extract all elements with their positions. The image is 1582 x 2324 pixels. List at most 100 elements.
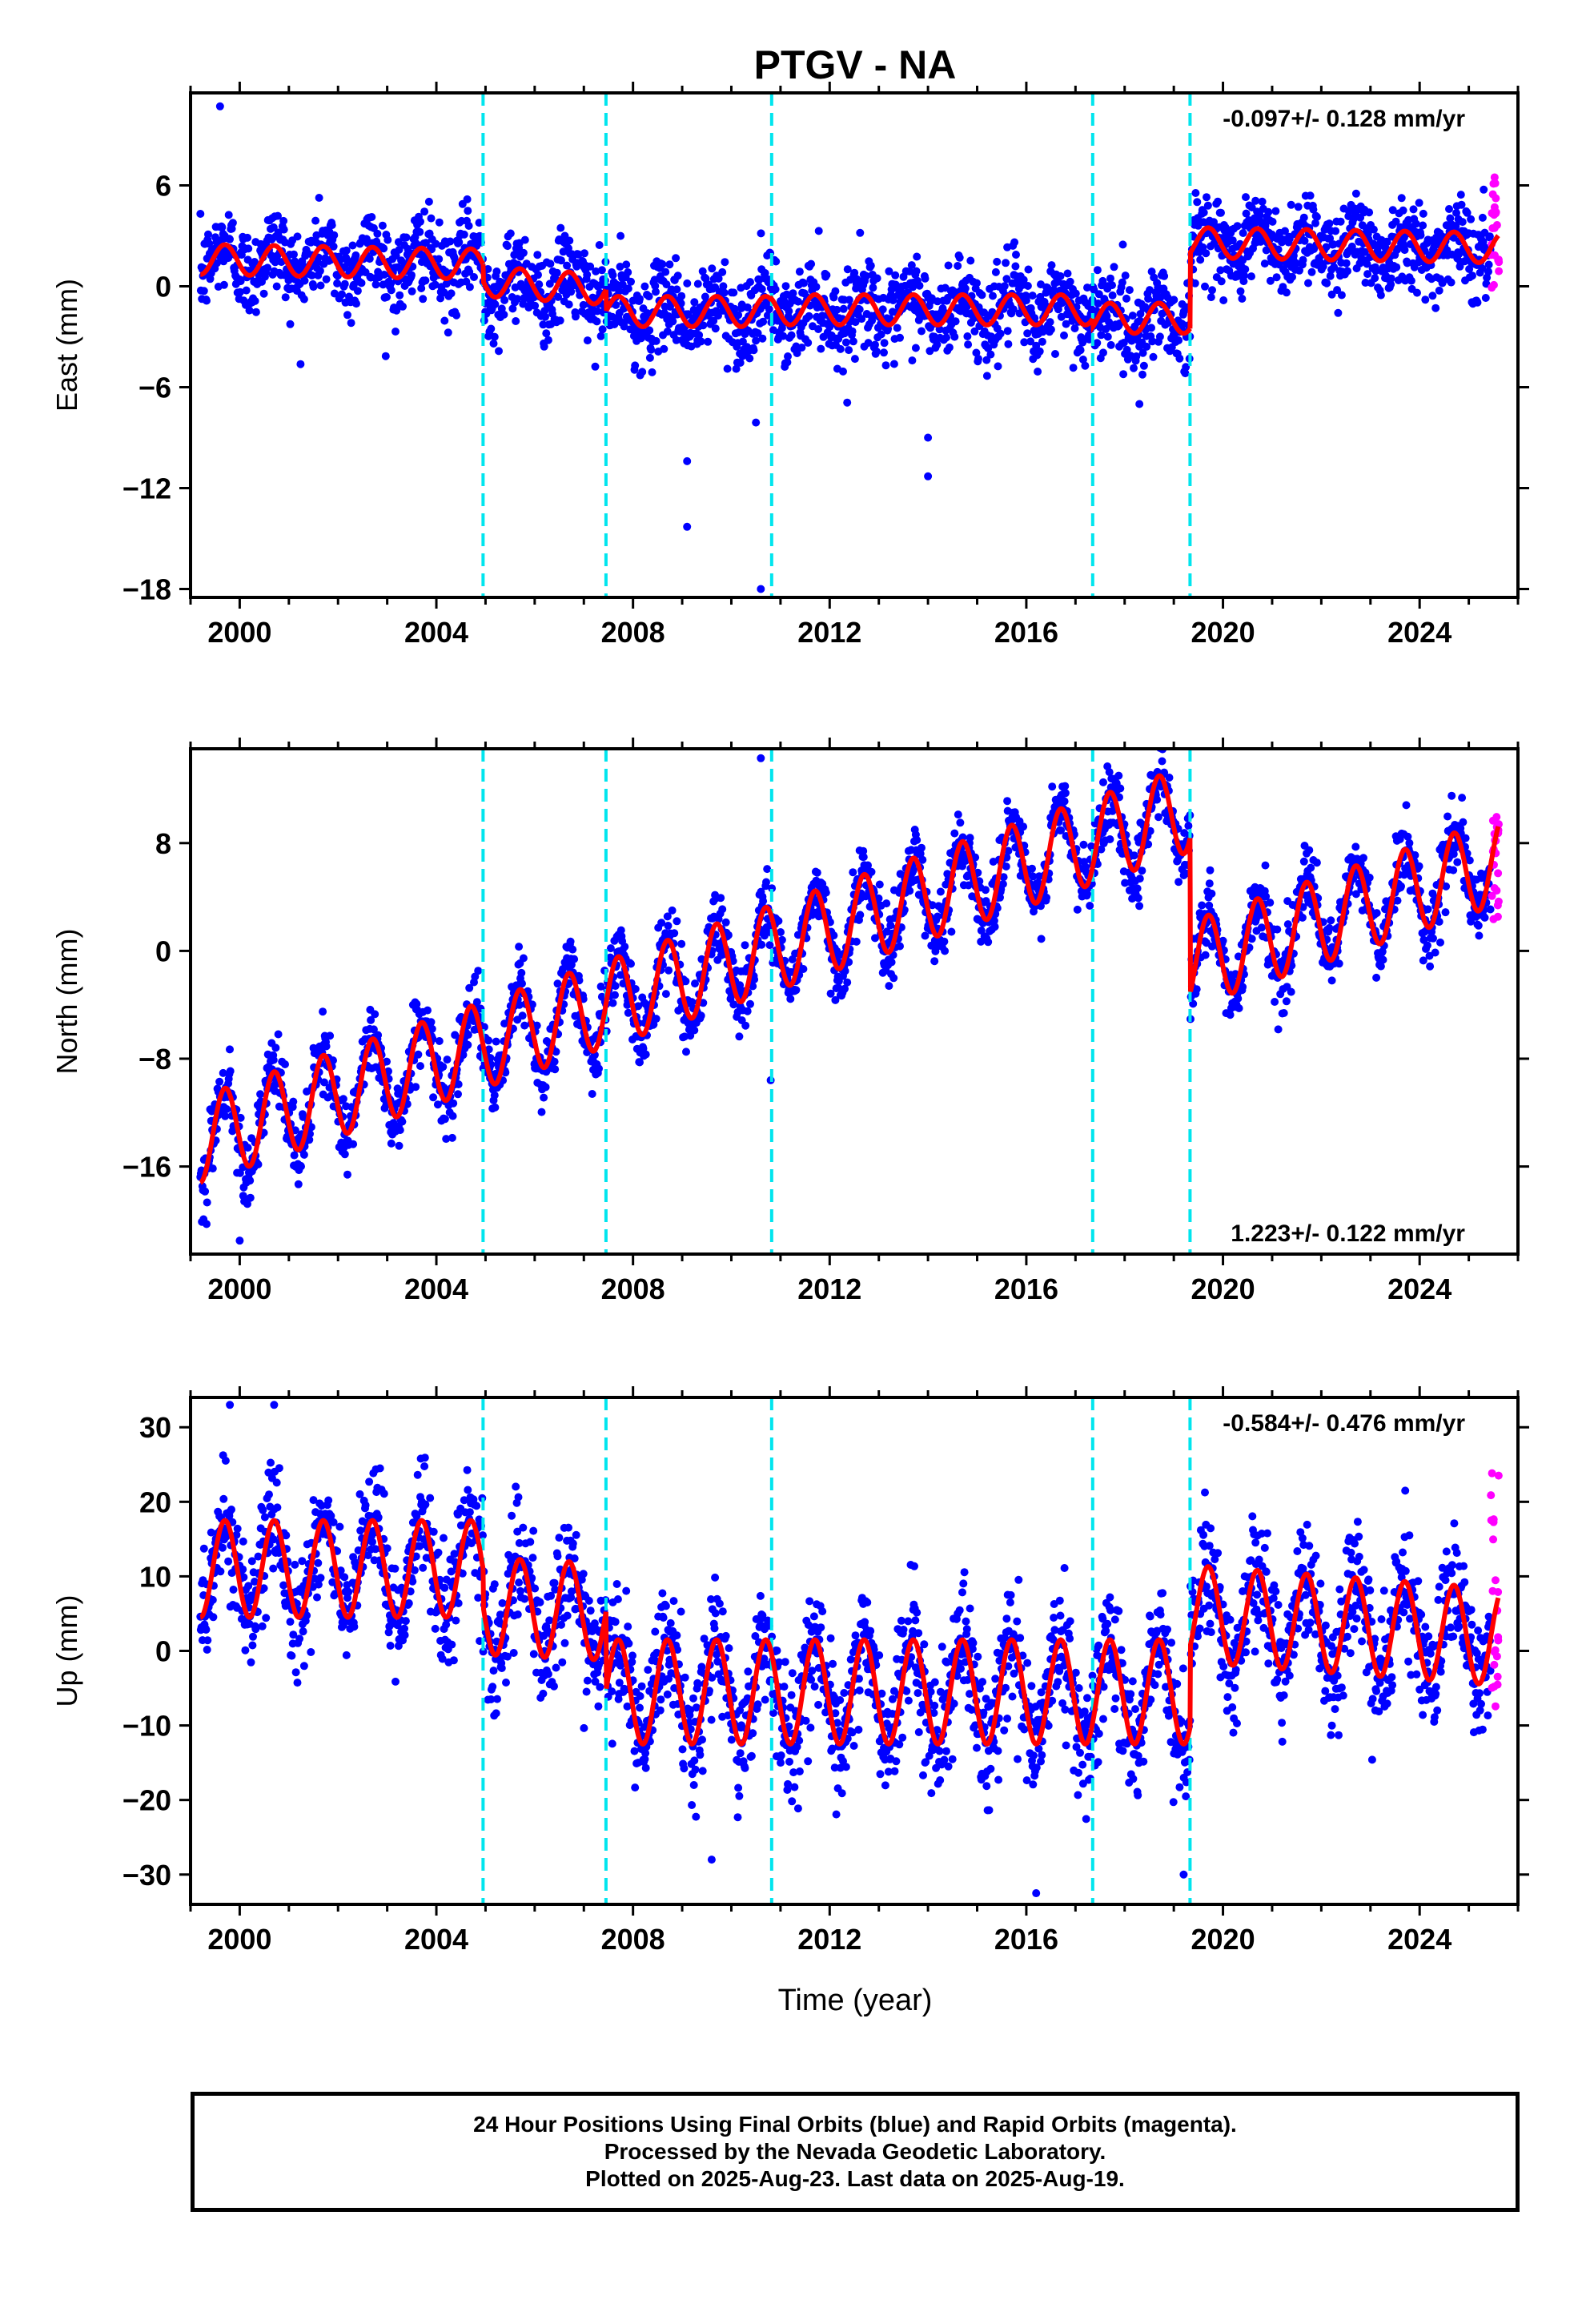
east-data-point xyxy=(463,195,472,203)
east-rapid-point xyxy=(1488,223,1497,232)
east-data-point xyxy=(1110,263,1118,271)
east-data-point xyxy=(1122,294,1130,303)
east-data-point xyxy=(556,316,564,325)
east-data-point xyxy=(746,278,754,287)
east-velocity-label: -0.097+/- 0.128 mm/yr xyxy=(1223,106,1465,132)
north-data-point xyxy=(595,1064,603,1073)
east-data-point xyxy=(567,287,576,296)
east-data-point xyxy=(1480,185,1488,194)
north-data-point xyxy=(435,1037,444,1045)
north-data-point xyxy=(813,868,821,877)
north-data-point xyxy=(294,1180,303,1188)
east-data-point xyxy=(753,329,762,337)
east-data-point xyxy=(1399,206,1407,215)
north-data-point xyxy=(1305,846,1314,854)
east-data-point xyxy=(781,282,790,291)
east-data-point xyxy=(1455,250,1464,259)
east-data-point xyxy=(638,368,647,376)
east-data-point xyxy=(850,355,859,364)
east-outlier-point xyxy=(215,102,224,111)
east-data-point xyxy=(1066,277,1074,286)
east-data-point xyxy=(982,356,991,364)
east-data-point xyxy=(1011,262,1020,271)
north-data-point xyxy=(291,1126,299,1135)
north-data-point xyxy=(550,1057,559,1066)
east-data-point xyxy=(730,304,739,313)
east-data-point xyxy=(843,398,852,407)
east-data-point xyxy=(793,297,802,306)
north-data-point xyxy=(1086,902,1094,910)
east-data-point xyxy=(327,221,336,230)
east-data-point xyxy=(814,325,823,333)
north-data-point xyxy=(1158,757,1166,766)
east-data-point xyxy=(1485,232,1494,241)
east-data-point xyxy=(942,333,950,342)
north-data-point xyxy=(442,1135,451,1144)
north-data-point xyxy=(741,941,749,950)
east-data-point xyxy=(1139,361,1148,370)
north-data-point xyxy=(971,853,980,862)
east-data-point xyxy=(784,352,792,360)
north-data-point xyxy=(412,999,421,1008)
east-data-point xyxy=(1174,336,1183,344)
east-data-point xyxy=(1002,259,1010,267)
east-data-point xyxy=(1242,209,1251,218)
east-rapid-point xyxy=(1489,280,1498,289)
east-data-point xyxy=(1020,338,1029,347)
north-data-point xyxy=(274,1030,283,1039)
east-y-tick-label: 6 xyxy=(155,170,171,203)
east-data-point xyxy=(408,271,416,279)
east-data-point xyxy=(793,349,801,357)
east-data-point xyxy=(1196,255,1205,264)
north-data-point xyxy=(464,1031,472,1039)
east-data-point xyxy=(866,261,875,270)
east-final-orbit-points xyxy=(196,102,1495,593)
east-data-point xyxy=(1019,275,1028,284)
east-data-point xyxy=(881,361,890,370)
east-data-point xyxy=(988,308,997,316)
north-data-point xyxy=(1099,778,1107,786)
east-data-point xyxy=(1000,282,1009,291)
east-data-point xyxy=(743,303,752,312)
east-data-point xyxy=(1047,261,1056,270)
east-data-point xyxy=(851,318,860,327)
north-data-point xyxy=(515,1000,524,1009)
east-data-point xyxy=(732,364,741,373)
east-data-point xyxy=(612,300,620,309)
north-data-point xyxy=(226,1067,235,1076)
north-data-point xyxy=(947,927,956,936)
north-data-point xyxy=(517,968,526,977)
east-data-point xyxy=(596,332,605,340)
east-data-point xyxy=(708,264,717,273)
east-data-point xyxy=(1071,289,1080,298)
panel-east: 2000 2004 2008 2012 2016 2020 202460−6−12−18Ea… xyxy=(50,82,1529,649)
east-data-point xyxy=(422,239,430,247)
east-data-point xyxy=(1478,213,1487,222)
east-data-point xyxy=(1287,200,1295,209)
east-y-tick-label: −6 xyxy=(139,372,171,404)
east-x-tick-label: 2024 xyxy=(1387,616,1452,649)
east-data-point xyxy=(800,279,808,287)
north-data-point xyxy=(831,995,840,1004)
east-data-point xyxy=(880,339,889,348)
north-data-point xyxy=(500,1019,509,1028)
north-data-point xyxy=(887,958,896,967)
east-data-point xyxy=(1431,304,1440,312)
east-data-point xyxy=(1413,288,1421,297)
north-data-point xyxy=(741,1021,750,1030)
east-data-point xyxy=(381,352,390,360)
east-data-point xyxy=(880,348,888,357)
east-data-point xyxy=(912,267,921,275)
east-data-point xyxy=(484,265,492,273)
east-data-point xyxy=(330,231,339,239)
east-data-point xyxy=(1428,292,1437,300)
east-data-point xyxy=(950,332,959,341)
east-data-point xyxy=(723,364,732,373)
north-data-point xyxy=(1426,962,1435,971)
east-data-point xyxy=(475,219,484,227)
north-data-point xyxy=(1441,908,1450,917)
east-data-point xyxy=(541,312,549,321)
north-data-point xyxy=(1153,795,1162,804)
north-data-point xyxy=(874,894,883,903)
north-data-point xyxy=(1379,955,1387,964)
